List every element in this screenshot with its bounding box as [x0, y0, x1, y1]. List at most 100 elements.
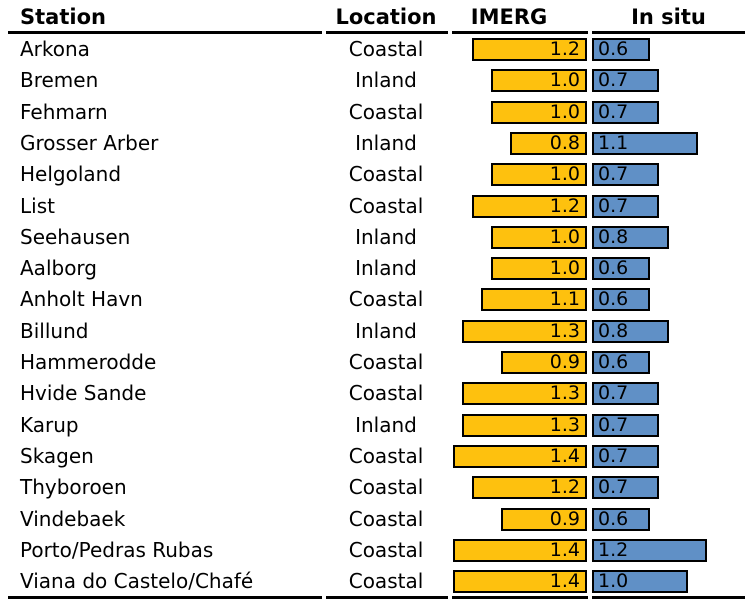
- imerg-value-label: 1.0: [549, 69, 580, 92]
- insitu-value-label: 0.6: [598, 38, 629, 60]
- station-name: Helgoland: [20, 162, 122, 187]
- station-name: Porto/Pedras Rubas: [20, 537, 214, 562]
- imerg-bar: 1.3: [462, 413, 587, 437]
- imerg-bar: 1.1: [481, 288, 587, 312]
- insitu-bar: 0.8: [592, 319, 669, 343]
- imerg-bar: 1.4: [453, 538, 587, 562]
- insitu-value-label: 1.0: [598, 570, 629, 593]
- imerg-value-label: 1.3: [549, 382, 580, 405]
- table-row: Anholt Havn Coastal 1.1 0.6: [0, 284, 751, 315]
- insitu-bar: 0.7: [592, 163, 659, 187]
- imerg-value-label: 1.2: [549, 476, 580, 499]
- imerg-value-label: 1.4: [549, 570, 580, 593]
- imerg-value-label: 1.3: [549, 319, 580, 342]
- insitu-bar: 1.1: [592, 131, 698, 155]
- station-name: Vindebaek: [20, 506, 126, 531]
- imerg-bar: 1.4: [453, 570, 587, 594]
- imerg-bar: 0.9: [501, 507, 587, 531]
- location-value: Inland: [355, 224, 417, 249]
- insitu-value-label: 0.7: [598, 413, 629, 436]
- table-row: Billund Inland 1.3 0.8: [0, 316, 751, 347]
- insitu-value-label: 0.6: [598, 257, 629, 280]
- location-value: Coastal: [348, 443, 424, 468]
- insitu-value-label: 0.6: [598, 351, 629, 373]
- location-value: Coastal: [348, 287, 424, 312]
- imerg-bar: 1.0: [491, 100, 587, 124]
- station-name: Thyboroen: [20, 475, 127, 500]
- insitu-bar: 0.6: [592, 351, 650, 374]
- header-rule-segment: [8, 31, 322, 34]
- station-name: Arkona: [20, 37, 90, 61]
- insitu-value-label: 0.7: [598, 163, 629, 186]
- station-name: Bremen: [20, 68, 99, 93]
- imerg-value-label: 1.0: [549, 100, 580, 123]
- location-value: Inland: [355, 256, 417, 281]
- imerg-bar: 1.2: [472, 476, 587, 500]
- imerg-value-label: 0.9: [549, 507, 580, 530]
- insitu-value-label: 0.7: [598, 194, 629, 217]
- location-value: Coastal: [348, 475, 424, 500]
- imerg-value-label: 1.1: [549, 288, 580, 311]
- imerg-bar: 1.2: [472, 38, 587, 61]
- table-row: Hammerodde Coastal 0.9 0.6: [0, 347, 751, 378]
- table-row: Skagen Coastal 1.4 0.7: [0, 441, 751, 472]
- header-rule-segment: [326, 31, 448, 34]
- station-name: Hammerodde: [20, 350, 157, 374]
- station-name: Seehausen: [20, 224, 131, 249]
- bottom-rule-segment: [452, 596, 588, 599]
- imerg-bar: 0.8: [510, 131, 587, 155]
- insitu-value-label: 0.6: [598, 288, 629, 311]
- location-value: Coastal: [348, 99, 424, 124]
- insitu-bar: 1.0: [592, 570, 688, 594]
- insitu-bar: 0.6: [592, 288, 650, 312]
- table-row: Vindebaek Coastal 0.9 0.6: [0, 504, 751, 535]
- station-name: Hvide Sande: [20, 381, 147, 406]
- imerg-bar: 1.3: [462, 382, 587, 406]
- table-row: Arkona Coastal 1.2 0.6: [0, 34, 751, 65]
- table-row: Grosser Arber Inland 0.8 1.1: [0, 128, 751, 159]
- imerg-value-label: 1.2: [549, 38, 580, 60]
- insitu-value-label: 0.6: [598, 507, 629, 530]
- insitu-value-label: 0.7: [598, 382, 629, 405]
- insitu-bar: 0.7: [592, 100, 659, 124]
- station-name: Karup: [20, 412, 79, 437]
- location-value: Inland: [355, 412, 417, 437]
- insitu-bar: 0.6: [592, 507, 650, 531]
- insitu-value-label: 0.7: [598, 100, 629, 123]
- table-row: Thyboroen Coastal 1.2 0.7: [0, 472, 751, 503]
- insitu-value-label: 0.7: [598, 69, 629, 92]
- table-row: Porto/Pedras Rubas Coastal 1.4 1.2: [0, 535, 751, 566]
- station-name: Viana do Castelo/Chafé: [20, 569, 254, 594]
- imerg-value-label: 0.8: [549, 131, 580, 154]
- location-value: Coastal: [348, 350, 424, 374]
- insitu-bar: 0.7: [592, 476, 659, 500]
- table-row: Helgoland Coastal 1.0 0.7: [0, 159, 751, 190]
- location-value: Coastal: [348, 162, 424, 187]
- insitu-value-label: 0.8: [598, 319, 629, 342]
- table-row: Bremen Inland 1.0 0.7: [0, 65, 751, 96]
- header-rule-segment: [592, 31, 745, 34]
- station-name: Grosser Arber: [20, 130, 159, 155]
- imerg-bar: 1.2: [472, 194, 587, 218]
- insitu-value-label: 1.1: [598, 131, 629, 154]
- table-row: Karup Inland 1.3 0.7: [0, 410, 751, 441]
- imerg-bar: 1.0: [491, 69, 587, 93]
- imerg-bar: 0.9: [501, 351, 587, 374]
- location-value: Coastal: [348, 506, 424, 531]
- imerg-value-label: 1.2: [549, 194, 580, 217]
- table-row: Seehausen Inland 1.0 0.8: [0, 222, 751, 253]
- imerg-value-label: 1.0: [549, 163, 580, 186]
- bottom-rule-segment: [326, 596, 448, 599]
- imerg-bar: 1.0: [491, 225, 587, 249]
- station-name: Skagen: [20, 443, 94, 468]
- insitu-bar: 0.7: [592, 69, 659, 93]
- station-name: Aalborg: [20, 256, 97, 281]
- station-name: Billund: [20, 318, 89, 343]
- insitu-bar: 0.7: [592, 382, 659, 406]
- insitu-value-label: 1.2: [598, 538, 629, 561]
- insitu-bar: 0.7: [592, 444, 659, 468]
- insitu-bar: 0.6: [592, 38, 650, 61]
- imerg-bar: 1.0: [491, 257, 587, 281]
- imerg-bar: 1.0: [491, 163, 587, 187]
- imerg-value-label: 1.0: [549, 257, 580, 280]
